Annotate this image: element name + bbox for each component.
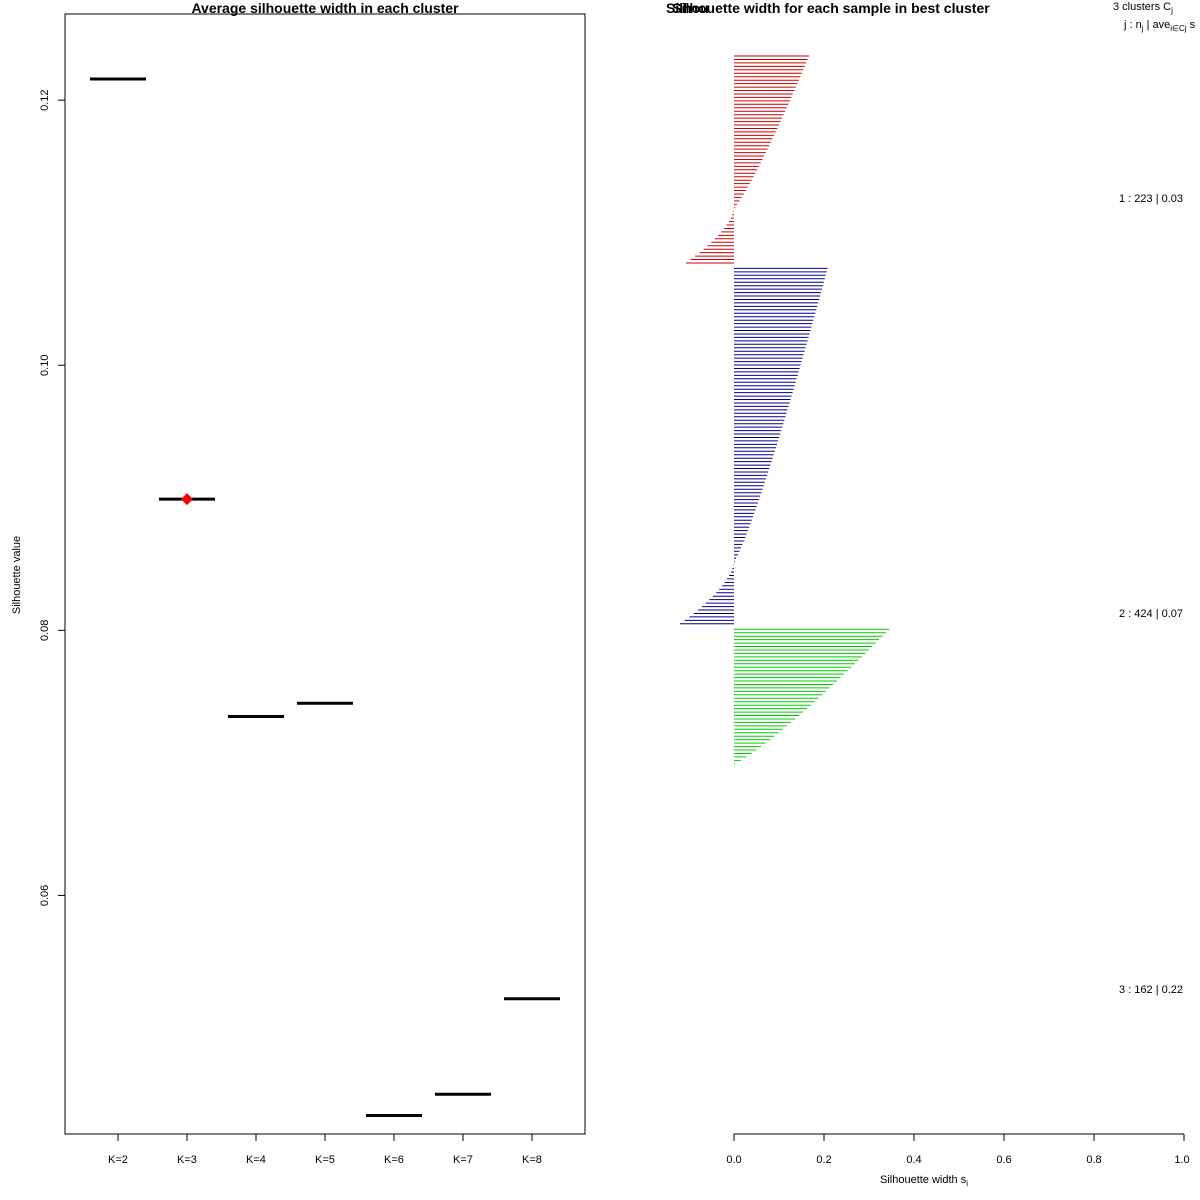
right-chart-title-overlap: Silhou — [666, 0, 709, 16]
left-x-tick-label: K=4 — [246, 1154, 266, 1166]
right-x-tick-label: 0.4 — [906, 1154, 921, 1166]
left-y-axis-label: Silhouette value — [11, 536, 23, 614]
left-x-tick-label: K=7 — [453, 1154, 473, 1166]
right-x-tick-label: 0.8 — [1086, 1154, 1101, 1166]
right-x-tick-label: 0.6 — [996, 1154, 1011, 1166]
left-chart: Average silhouette width in each cluster… — [11, 0, 586, 1166]
left-x-tick-label: K=2 — [108, 1154, 128, 1166]
right-x-tick-label: 0.2 — [816, 1154, 831, 1166]
left-x-tick-label: K=3 — [177, 1154, 197, 1166]
left-y-tick-label: 0.12 — [39, 89, 51, 110]
left-y-tick-label: 0.06 — [39, 885, 51, 906]
legend-header-columns: j : nj | avei∈Cj s — [1123, 19, 1196, 33]
left-x-tick-label: K=6 — [384, 1154, 404, 1166]
cluster-1-bars — [685, 55, 810, 264]
cluster-2-summary: 2 : 424 | 0.07 — [1119, 608, 1183, 620]
left-y-tick-label: 0.08 — [39, 620, 51, 641]
cluster-1-summary: 1 : 223 | 0.03 — [1119, 193, 1183, 205]
best-k-marker — [181, 493, 193, 506]
cluster-3-summary: 3 : 162 | 0.22 — [1119, 984, 1183, 996]
cluster-2-bars — [680, 267, 828, 625]
left-x-axis: K=2 K=3 K=4 K=5 K=6 K=7 K=8 — [108, 1134, 542, 1166]
cluster-3-bars — [734, 628, 890, 765]
left-plot-frame — [64, 13, 586, 1135]
right-chart-title: Silhouette width for each sample in best… — [672, 0, 990, 16]
right-x-tick-label: 0.0 — [726, 1154, 741, 1166]
left-chart-title: Average silhouette width in each cluster — [191, 0, 459, 16]
left-x-tick-label: K=5 — [315, 1154, 335, 1166]
left-x-tick-label: K=8 — [522, 1154, 542, 1166]
right-x-tick-label: 1.0 — [1174, 1154, 1189, 1166]
right-silhouette-bars — [680, 55, 890, 765]
right-x-axis: 0.0 0.2 0.4 0.6 0.8 1.0 — [726, 1133, 1190, 1166]
left-y-axis: 0.06 0.08 0.10 0.12 — [39, 89, 65, 906]
right-x-axis-label: Silhouette width si — [880, 1174, 968, 1188]
left-marks — [90, 77, 560, 1117]
left-y-tick-label: 0.10 — [39, 355, 51, 376]
legend-header-clusters: 3 clusters Cj — [1113, 1, 1173, 15]
right-chart: Silhouette width for each sample in best… — [666, 0, 1196, 1188]
